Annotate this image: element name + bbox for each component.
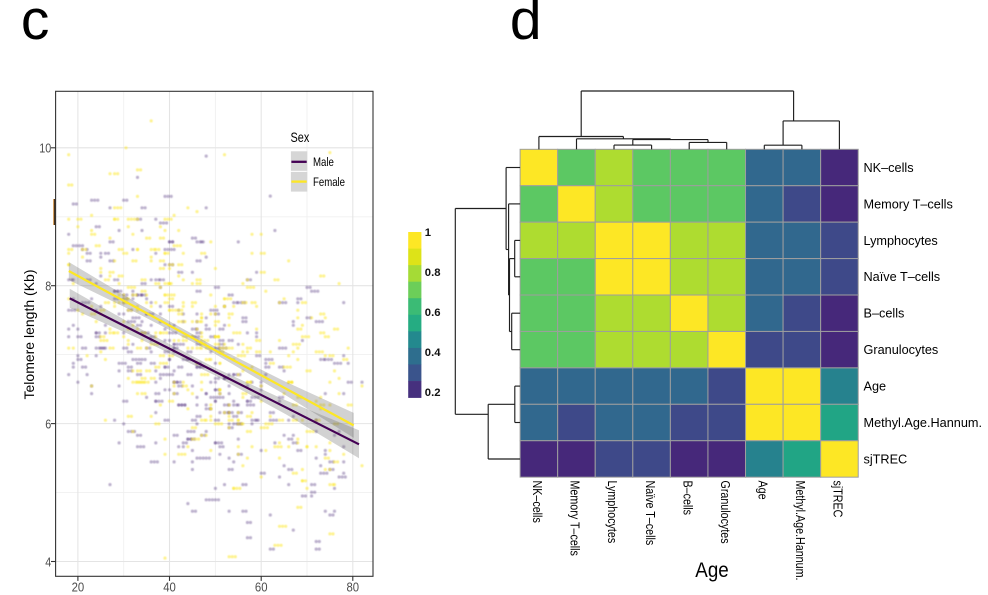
svg-text:60: 60 bbox=[255, 580, 268, 595]
svg-text:Age: Age bbox=[695, 558, 728, 582]
svg-text:0.6: 0.6 bbox=[425, 307, 441, 319]
svg-text:8: 8 bbox=[45, 279, 51, 294]
svg-text:Naïve T–cells: Naïve T–cells bbox=[864, 270, 941, 284]
svg-text:d: d bbox=[510, 0, 542, 52]
svg-text:Age: Age bbox=[864, 380, 887, 394]
svg-text:Female: Female bbox=[313, 175, 345, 189]
svg-text:Telomere length (Kb): Telomere length (Kb) bbox=[21, 270, 37, 400]
svg-text:NK–cells: NK–cells bbox=[864, 161, 914, 175]
svg-text:80: 80 bbox=[347, 580, 360, 595]
svg-text:Age: Age bbox=[756, 481, 770, 500]
svg-text:40: 40 bbox=[163, 580, 176, 595]
svg-text:10: 10 bbox=[39, 141, 51, 156]
svg-text:Naïve T–cells: Naïve T–cells bbox=[643, 481, 657, 546]
svg-text:Methyl.Age.Hannum.: Methyl.Age.Hannum. bbox=[793, 481, 807, 581]
svg-text:Memory T–cells: Memory T–cells bbox=[568, 481, 582, 556]
svg-text:0.8: 0.8 bbox=[425, 267, 441, 279]
svg-text:6: 6 bbox=[45, 416, 51, 431]
svg-text:B–cells: B–cells bbox=[680, 481, 694, 516]
svg-text:sjTREC: sjTREC bbox=[864, 452, 908, 466]
svg-text:Male: Male bbox=[313, 155, 334, 169]
svg-text:Lymphocytes: Lymphocytes bbox=[864, 234, 938, 248]
svg-text:NK–cells: NK–cells bbox=[530, 481, 544, 523]
svg-text:0.2: 0.2 bbox=[425, 387, 441, 399]
svg-text:sjTREC: sjTREC bbox=[831, 481, 845, 518]
svg-text:Lymphocytes: Lymphocytes bbox=[605, 481, 619, 544]
svg-text:c: c bbox=[21, 0, 50, 52]
svg-text:1: 1 bbox=[425, 227, 431, 239]
svg-text:20: 20 bbox=[72, 580, 85, 595]
svg-text:Granulocytes: Granulocytes bbox=[864, 343, 939, 357]
svg-text:0.4: 0.4 bbox=[425, 347, 441, 359]
svg-text:Granulocytes: Granulocytes bbox=[718, 481, 732, 544]
svg-text:B–cells: B–cells bbox=[864, 307, 905, 321]
svg-text:Memory T–cells: Memory T–cells bbox=[864, 197, 953, 211]
svg-text:Sex: Sex bbox=[291, 130, 310, 145]
svg-text:Methyl.Age.Hannum.: Methyl.Age.Hannum. bbox=[864, 416, 982, 430]
svg-text:4: 4 bbox=[45, 554, 51, 569]
